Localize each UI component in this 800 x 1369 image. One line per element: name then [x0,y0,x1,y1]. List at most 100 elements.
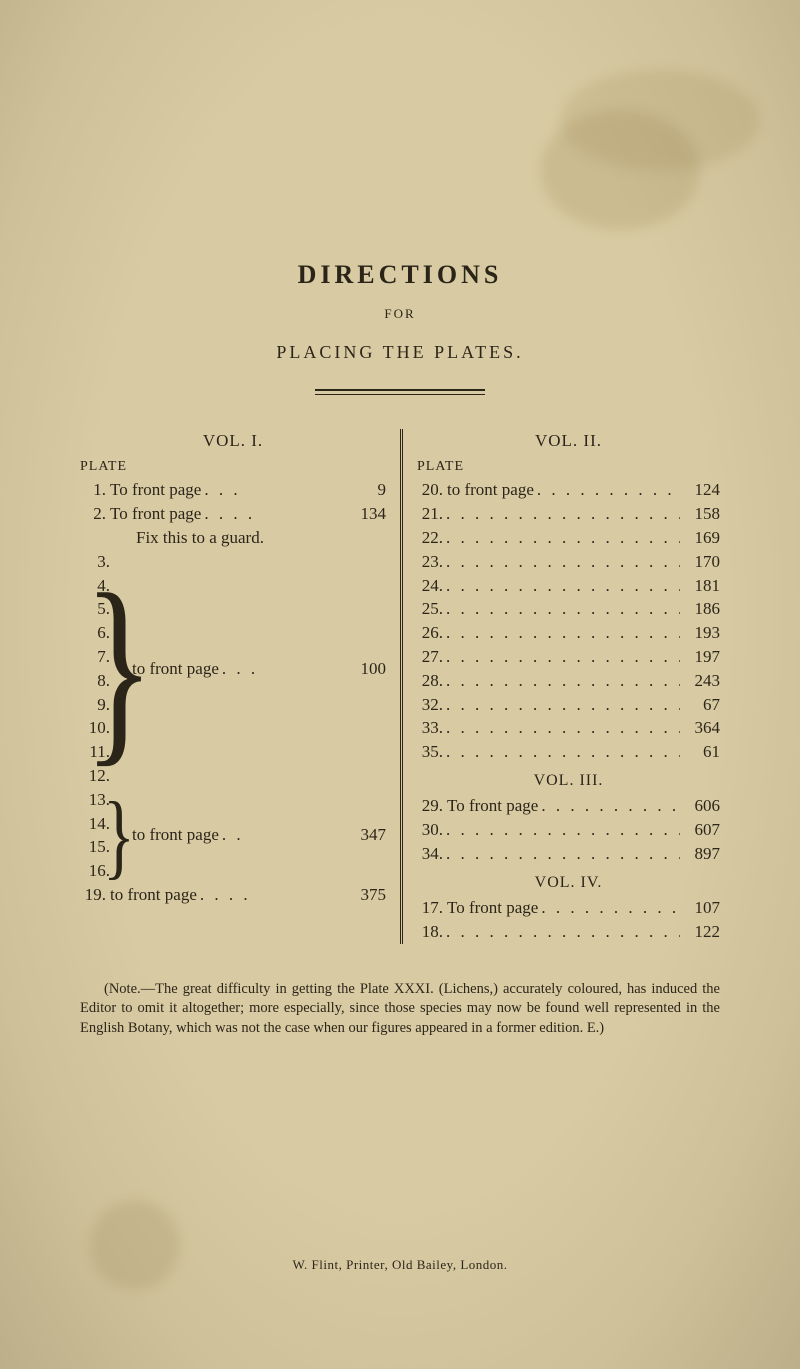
page-number: 181 [680,574,720,598]
plate-number: 28. [417,669,443,693]
index-row: 26.. . . . . . . . . . . . . . . . . .19… [417,621,720,645]
page-number: 100 [346,657,386,681]
page-number: 375 [346,883,386,907]
index-row: 30.. . . . . . . . . . . . . . . . . .60… [417,818,720,842]
plate-number: 22. [417,526,443,550]
leader-dots: . . . . . . . . . . . . . . . . . . [443,740,680,764]
plate-heading: PLATE [80,457,386,477]
page-number: 364 [680,716,720,740]
page-number: 107 [680,896,720,920]
page-number: 9 [346,478,386,502]
page-number: 158 [680,502,720,526]
leader-dots: . . . . . . . . . . . . . . . . . . [443,645,680,669]
for-label: FOR [80,306,720,322]
leader-dots: . . . . . . . . . . . . . . . . . . [443,574,680,598]
page-number: 186 [680,597,720,621]
index-row: 2. To front page . . . . 134 [80,502,386,526]
index-row: 28.. . . . . . . . . . . . . . . . . .24… [417,669,720,693]
leader-dots: . . . . [201,502,346,526]
leader-dots: . . . . . . . . . . . . . . . . . . [443,818,680,842]
two-column-index: VOL. I. PLATE 1. To front page . . . 9 2… [80,429,720,944]
page-number: 347 [346,823,386,847]
volume-heading: VOL. III. [417,770,720,792]
leader-dots: . . . . . . . . . . . . . . . . . . [443,669,680,693]
leader-dots: . . [219,823,346,847]
index-row: Fix this to a guard. 0 [80,526,386,550]
plate-number: 34. [417,842,443,866]
volume-heading: VOL. IV. [417,872,720,894]
plate-number: 25. [417,597,443,621]
leader-dots: . . . . . . . . . . . . . . . . . . [443,920,680,944]
plate-number: 26. [417,621,443,645]
leader-dots: . . . . [197,883,346,907]
index-row: 32.. . . . . . . . . . . . . . . . . .67 [417,693,720,717]
brace-group: 13. 14. 15. 16. } to front page . . 347 [80,788,386,883]
plate-number: 30. [417,818,443,842]
plate-number: 24. [417,574,443,598]
plate-heading: PLATE [417,457,720,477]
page-number: 134 [346,502,386,526]
index-row: 22.. . . . . . . . . . . . . . . . . .16… [417,526,720,550]
index-row: to front page . . . 100 [128,657,386,681]
page-body: DIRECTIONS FOR PLACING THE PLATES. VOL. … [80,0,720,1369]
section-heading: PLACING THE PLATES. [80,342,720,363]
index-row: 23.. . . . . . . . . . . . . . . . . .17… [417,550,720,574]
index-row: 25.. . . . . . . . . . . . . . . . . .18… [417,597,720,621]
leader-dots: . . . . . . . . . . . . . . . . . . [443,502,680,526]
entry-label: To front page [106,502,201,526]
page-number: 193 [680,621,720,645]
page-number: 122 [680,920,720,944]
curly-brace-icon: } [113,550,126,788]
page-number: 243 [680,669,720,693]
brace-group: 3. 4. 5. 6. 7. 8. 9. 10. 11. 12. } to fr… [80,550,386,788]
leader-dots: . . . . . . . . . . . . . . . . . . [443,621,680,645]
index-row: 17.To front page. . . . . . . . . . . . … [417,896,720,920]
plate-number: 17. [417,896,443,920]
page-number: 61 [680,740,720,764]
plate-number: 35. [417,740,443,764]
page-number: 607 [680,818,720,842]
leader-dots: . . . . . . . . . . . . . . . . . . [443,526,680,550]
plate-number: 18. [417,920,443,944]
page-number: 170 [680,550,720,574]
column-left: VOL. I. PLATE 1. To front page . . . 9 2… [80,429,400,944]
plate-number: 29. [417,794,443,818]
curly-brace-icon: } [113,788,126,883]
page-number: 197 [680,645,720,669]
index-row: 1. To front page . . . 9 [80,478,386,502]
entry-label: to front page [443,478,534,502]
page-number: 897 [680,842,720,866]
leader-dots: . . . . . . . . . . . . . . . . . . [443,693,680,717]
volume-heading: VOL. II. [417,429,720,453]
volume-heading: VOL. I. [80,429,386,453]
index-row: 27.. . . . . . . . . . . . . . . . . .19… [417,645,720,669]
page-number: 124 [680,478,720,502]
leader-dots: . . . . . . . . . . . . . . . . . . [443,842,680,866]
plate-number: 2. [80,502,106,526]
index-row: 35.. . . . . . . . . . . . . . . . . .61 [417,740,720,764]
index-row: 29.To front page. . . . . . . . . . . . … [417,794,720,818]
leader-dots: . . . . . . . . . . . . . . . . . . [538,896,680,920]
leader-dots: . . . . . . . . . . . . . . . . . . [534,478,680,502]
index-row: 33.. . . . . . . . . . . . . . . . . .36… [417,716,720,740]
page-title: DIRECTIONS [80,260,720,290]
entry-label: Fix this to a guard. [106,526,264,550]
index-row: 24.. . . . . . . . . . . . . . . . . .18… [417,574,720,598]
leader-dots: . . . [219,657,346,681]
footnote-text: (Note.—The great difficulty in getting t… [80,980,720,1039]
plate-number: 33. [417,716,443,740]
entry-label: to front page [128,823,219,847]
leader-dots: . . . . . . . . . . . . . . . . . . [443,716,680,740]
plate-number: 27. [417,645,443,669]
entry-label: To front page [443,896,538,920]
divider-rule [315,389,485,395]
entry-label: To front page [443,794,538,818]
page-number: 67 [680,693,720,717]
index-row: 34.. . . . . . . . . . . . . . . . . .89… [417,842,720,866]
plate-number: 23. [417,550,443,574]
index-row: 21.. . . . . . . . . . . . . . . . . .15… [417,502,720,526]
page-number: 169 [680,526,720,550]
index-row: to front page . . 347 [128,823,386,847]
column-right: VOL. II. PLATE 20.to front page. . . . .… [400,429,720,944]
leader-dots: . . . . . . . . . . . . . . . . . . [443,597,680,621]
